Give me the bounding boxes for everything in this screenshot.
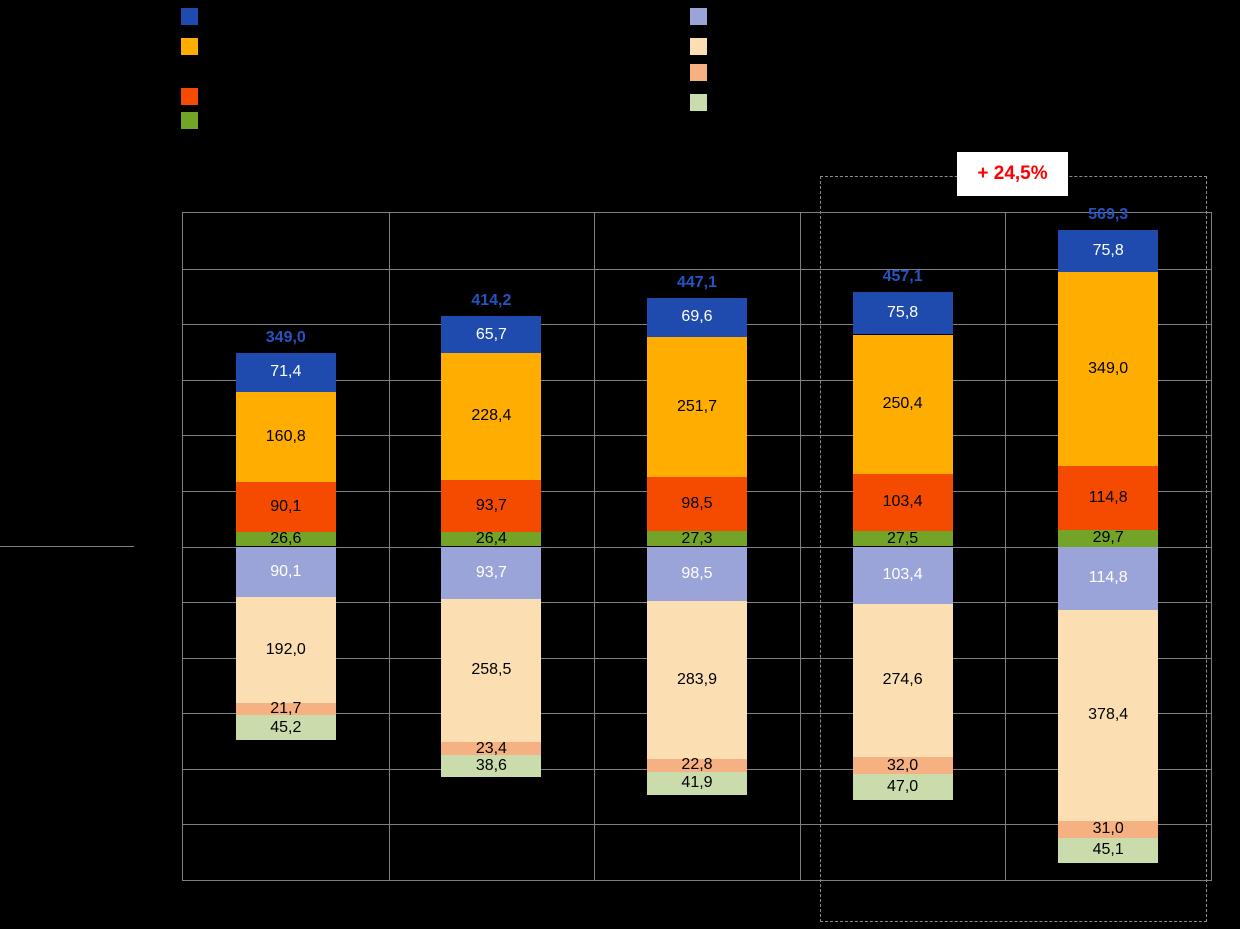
gridline-horizontal <box>183 824 1211 826</box>
legend-swatch-green <box>181 112 198 129</box>
bar-segment-lower-salmon: 31,0 <box>1058 820 1159 838</box>
gridline-vertical <box>594 213 596 880</box>
bar-segment-lower-salmon: 32,0 <box>852 757 953 775</box>
bar-segment-lower-lavender: 103,4 <box>852 546 953 604</box>
bar-segment-lower-cream: 192,0 <box>235 596 336 704</box>
bar-segment-upper-green: 27,3 <box>647 530 747 547</box>
bar-segment-lower-cream: 283,9 <box>647 601 747 759</box>
gridline-vertical <box>799 213 801 880</box>
bar-segment-upper-orange: 250,4 <box>852 334 953 474</box>
growth-annotation-label: + 24,5% <box>977 163 1048 184</box>
bar-segment-upper-green: 26,4 <box>441 530 542 547</box>
bar-segment-lower-salmon: 23,4 <box>441 740 542 757</box>
bar-total-label: 414,2 <box>471 292 512 310</box>
bar-segment-lower-light-green: 47,0 <box>852 774 953 801</box>
bar-segment-upper-green: 27,5 <box>852 530 953 547</box>
gridline-horizontal <box>183 268 1211 270</box>
bar-segment-lower-light-green: 38,6 <box>441 755 542 777</box>
bar-segment-upper-red-orange: 93,7 <box>441 479 542 532</box>
bar-segment-upper-dark-blue: 71,4 <box>235 352 336 393</box>
bar-segment-lower-cream: 378,4 <box>1058 610 1159 821</box>
bar-segment-lower-lavender: 114,8 <box>1058 546 1159 611</box>
bar-total-label: 349,0 <box>265 328 306 346</box>
bar-segment-upper-green: 29,7 <box>1058 529 1159 547</box>
bar-segment-upper-orange: 160,8 <box>235 392 336 482</box>
growth-annotation: + 24,5% <box>957 152 1068 196</box>
bar-segment-upper-red-orange: 98,5 <box>647 476 747 532</box>
bar-segment-upper-red-orange: 90,1 <box>235 481 336 532</box>
bar-segment-lower-lavender: 93,7 <box>441 546 542 599</box>
gridline-vertical <box>388 213 390 880</box>
gridline-vertical <box>1005 213 1007 880</box>
bar-segment-lower-cream: 274,6 <box>852 604 953 757</box>
bar-segment-lower-lavender: 90,1 <box>235 546 336 597</box>
bar-segment-upper-orange: 349,0 <box>1058 272 1159 467</box>
bar-total-label: 447,1 <box>676 274 718 291</box>
bar-segment-upper-dark-blue: 65,7 <box>441 316 542 353</box>
bar-segment-upper-dark-blue: 69,6 <box>647 298 747 337</box>
bar-segment-lower-salmon: 22,8 <box>647 756 747 773</box>
legend-swatch-lavender <box>690 8 707 25</box>
bar-segment-lower-lavender: 98,5 <box>647 546 747 602</box>
legend-swatch-cream <box>690 38 707 55</box>
bar-segment-upper-red-orange: 114,8 <box>1058 466 1159 530</box>
bar-segment-lower-salmon: 21,7 <box>235 700 336 717</box>
highlight-box <box>820 176 1207 922</box>
bar-segment-upper-dark-blue: 75,8 <box>852 292 953 335</box>
bar-segment-upper-red-orange: 103,4 <box>852 473 953 532</box>
bar-segment-upper-dark-blue: 75,8 <box>1058 230 1159 273</box>
bar-segment-lower-cream: 258,5 <box>441 598 542 743</box>
legend-swatch-salmon <box>690 64 707 81</box>
legend-swatch-orange <box>181 38 198 55</box>
bar-total-label: 457,1 <box>882 268 923 286</box>
bar-segment-upper-green: 26,6 <box>235 530 336 547</box>
bar-segment-upper-orange: 228,4 <box>441 352 542 480</box>
legend-swatch-red-orange <box>181 88 198 105</box>
bar-segment-upper-orange: 251,7 <box>647 336 747 477</box>
bar-segment-lower-light-green: 45,2 <box>235 715 336 741</box>
legend-swatch-dark-blue <box>181 8 198 25</box>
legend-swatch-light-green <box>690 94 707 111</box>
bar-segment-lower-light-green: 45,1 <box>1058 837 1159 863</box>
zero-axis-tick-line <box>0 546 134 547</box>
bar-segment-lower-light-green: 41,9 <box>647 771 747 795</box>
bar-total-label: 569,3 <box>1088 206 1129 224</box>
plot-area: 26,6 90,1 160,8 71,4 90,1 192,0 21,7 45,2 349,0 2… <box>182 206 1212 881</box>
